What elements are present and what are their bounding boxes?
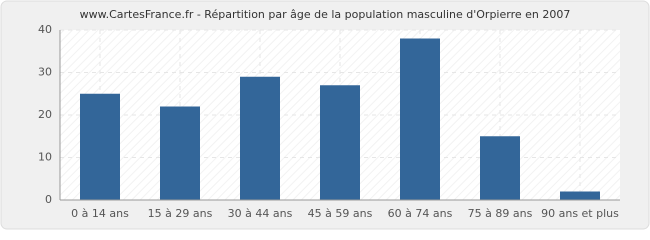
x-tick-label: 45 à 59 ans [308, 207, 373, 220]
y-tick-label: 20 [38, 108, 52, 121]
x-tick-label: 15 à 29 ans [148, 207, 213, 220]
x-tick-label: 90 ans et plus [541, 207, 619, 220]
x-tick-label: 60 à 74 ans [388, 207, 453, 220]
chart-title: www.CartesFrance.fr - Répartition par âg… [80, 8, 571, 21]
y-tick-label: 30 [38, 66, 52, 79]
y-tick-label: 10 [38, 151, 52, 164]
y-tick-label: 0 [45, 193, 52, 206]
bar [560, 191, 600, 200]
bar [480, 136, 520, 200]
x-tick-label: 30 à 44 ans [228, 207, 293, 220]
x-tick-label: 75 à 89 ans [468, 207, 533, 220]
chart: www.CartesFrance.fr - Répartition par âg… [0, 0, 650, 230]
bar [400, 38, 440, 200]
x-tick-label: 0 à 14 ans [71, 207, 129, 220]
bar [320, 85, 360, 200]
y-tick-label: 40 [38, 23, 52, 36]
bar [240, 76, 280, 200]
bar [80, 93, 120, 200]
bar [160, 106, 200, 200]
